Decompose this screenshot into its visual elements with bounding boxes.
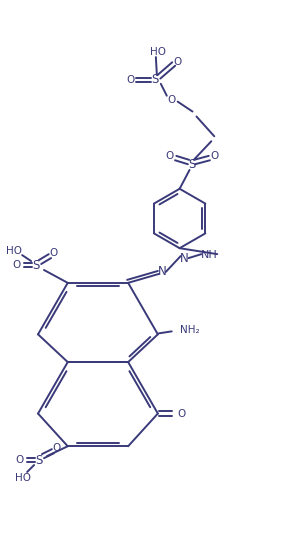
Text: S: S [35,454,43,467]
Text: O: O [168,95,176,105]
Text: S: S [188,157,195,171]
Text: HO: HO [150,47,166,57]
Text: NH: NH [201,250,218,260]
Text: S: S [151,73,158,86]
Text: O: O [174,57,182,67]
Text: O: O [178,409,186,418]
Text: NH₂: NH₂ [180,325,199,335]
Text: O: O [166,151,174,161]
Text: N: N [180,251,189,265]
Text: O: O [50,248,58,258]
Text: S: S [32,258,40,272]
Text: HO: HO [15,473,31,483]
Text: HO: HO [6,246,22,256]
Text: O: O [126,75,134,85]
Text: O: O [12,260,20,270]
Text: N: N [157,265,166,278]
Text: O: O [210,151,218,161]
Text: O: O [15,455,23,465]
Text: O: O [53,443,61,453]
